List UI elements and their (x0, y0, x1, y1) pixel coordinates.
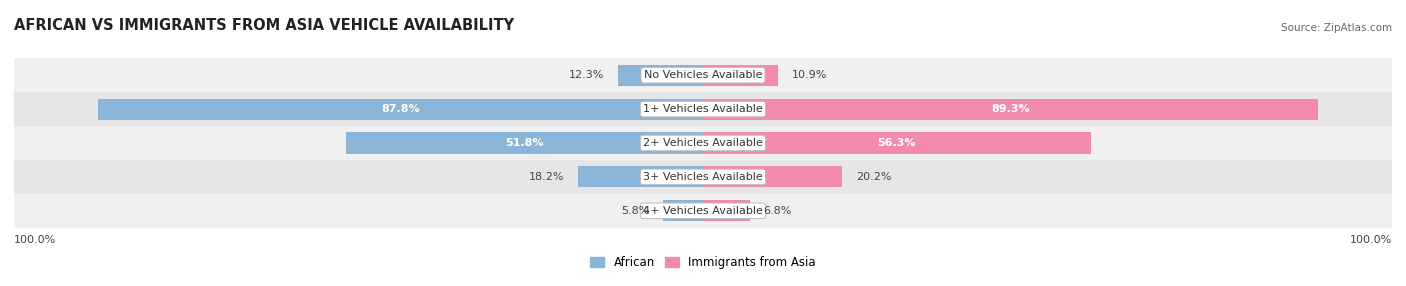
Bar (98, 99, 703, 120)
Text: 2+ Vehicles Available: 2+ Vehicles Available (643, 138, 763, 148)
Text: 5.8%: 5.8% (621, 206, 650, 216)
Bar (619, 65, 703, 86)
Text: 1+ Vehicles Available: 1+ Vehicles Available (643, 104, 763, 114)
Text: AFRICAN VS IMMIGRANTS FROM ASIA VEHICLE AVAILABILITY: AFRICAN VS IMMIGRANTS FROM ASIA VEHICLE … (14, 18, 515, 33)
Bar (14, 92, 1392, 126)
Text: 20.2%: 20.2% (856, 172, 891, 182)
Text: 12.3%: 12.3% (569, 70, 605, 80)
Text: Source: ZipAtlas.com: Source: ZipAtlas.com (1281, 23, 1392, 33)
Text: 18.2%: 18.2% (529, 172, 564, 182)
Text: 100.0%: 100.0% (1350, 235, 1392, 245)
Text: 3+ Vehicles Available: 3+ Vehicles Available (643, 172, 763, 182)
Bar (14, 160, 1392, 194)
Text: 6.8%: 6.8% (763, 206, 792, 216)
Text: 4+ Vehicles Available: 4+ Vehicles Available (643, 206, 763, 216)
Text: 89.3%: 89.3% (991, 104, 1031, 114)
Bar (703, 99, 1319, 120)
Bar (14, 194, 1392, 228)
Bar (703, 166, 842, 187)
Text: 87.8%: 87.8% (381, 104, 420, 114)
Bar (14, 58, 1392, 92)
Legend: African, Immigrants from Asia: African, Immigrants from Asia (591, 256, 815, 269)
Text: 100.0%: 100.0% (14, 235, 56, 245)
Bar (14, 126, 1392, 160)
Bar (664, 200, 703, 221)
Text: No Vehicles Available: No Vehicles Available (644, 70, 762, 80)
Bar (346, 132, 703, 154)
Text: 10.9%: 10.9% (792, 70, 827, 80)
Bar (703, 200, 749, 221)
Text: 56.3%: 56.3% (877, 138, 917, 148)
Text: 51.8%: 51.8% (505, 138, 544, 148)
Bar (578, 166, 703, 187)
Bar (703, 65, 778, 86)
Bar (703, 132, 1091, 154)
